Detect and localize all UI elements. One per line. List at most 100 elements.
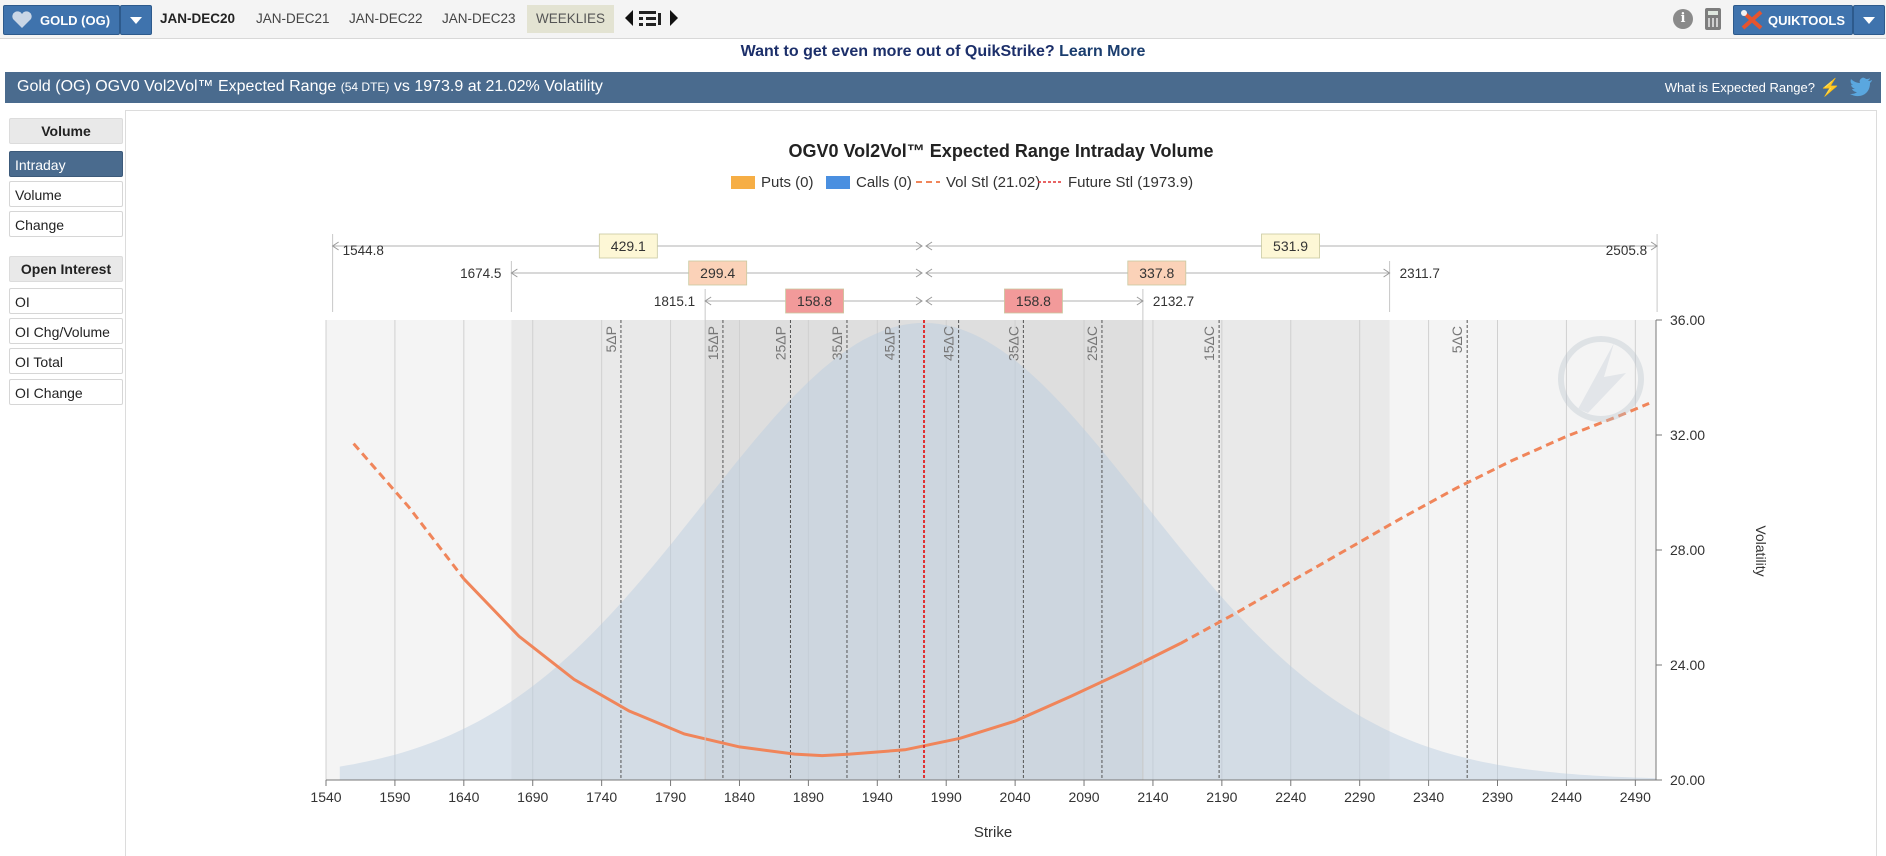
section-header: Gold (OG) OGV0 Vol2Vol™ Expected Range (…: [5, 72, 1881, 103]
grid-lines: [325, 320, 1636, 780]
x-tick-label: 1540: [310, 789, 341, 805]
chart-axes: 1540 1590 1640 1690 1740 1790 1840 1890 1940 1990…: [310, 312, 1705, 805]
product-selector-button[interactable]: GOLD (OG): [3, 5, 120, 35]
band-high-label: 2132.7: [1153, 294, 1194, 309]
bracket-arrow: [704, 296, 712, 306]
promo-text: Want to get even more out of QuikStrike?: [740, 43, 1055, 60]
twitter-icon[interactable]: [1849, 76, 1873, 103]
span-label: 299.4: [700, 265, 735, 281]
title-tail: vs 1973.9 at 21.02% Volatility: [393, 78, 603, 95]
bracket-arrow: [1383, 268, 1391, 278]
arrow-left-icon[interactable]: [624, 9, 634, 32]
chart-legend: Puts (0) Calls (0) Vol Stl (21.02) Future S…: [731, 174, 1193, 191]
span-label-box: [688, 260, 748, 286]
what-is-expected-range-link[interactable]: What is Expected Range?: [1664, 80, 1815, 95]
heart-icon[interactable]: [11, 11, 33, 32]
info-icon[interactable]: i: [1673, 9, 1693, 29]
sidebar-item-oi-total[interactable]: OI Total: [9, 348, 123, 374]
tab-jan-dec23[interactable]: JAN-DEC23: [442, 11, 516, 26]
contract-list-icon[interactable]: [638, 9, 664, 34]
quiktools-button[interactable]: QUIKTOOLS: [1733, 5, 1853, 35]
x-tick-label: 2040: [1000, 789, 1031, 805]
expected-range-chart: OGV0 Vol2Vol™ Expected Range Intraday Vo…: [310, 141, 1769, 841]
delta-label: 25ΔC: [1084, 326, 1100, 361]
vol-curve-solid: [462, 577, 1182, 758]
tab-jan-dec20[interactable]: JAN-DEC20: [160, 11, 236, 26]
sidebar-item-volume[interactable]: Volume: [9, 181, 123, 207]
sidebar-item-intraday[interactable]: Intraday: [9, 151, 123, 177]
legend-label: Calls (0): [856, 174, 912, 191]
delta-label: 5ΔP: [603, 326, 619, 352]
x-tick-label: 2340: [1413, 789, 1444, 805]
x-tick-label: 2140: [1137, 789, 1168, 805]
band-low-label: 1815.1: [654, 294, 695, 309]
tab-jan-dec22[interactable]: JAN-DEC22: [349, 11, 423, 26]
x-tick-label: 2390: [1482, 789, 1513, 805]
y-tick-label: 36.00: [1670, 312, 1705, 328]
delta-label: 45ΔP: [881, 326, 897, 360]
bracket-arrow: [510, 268, 518, 278]
span-label: 429.1: [611, 238, 646, 254]
bracket-arrow: [925, 268, 933, 278]
delta-label: 25ΔP: [772, 326, 788, 360]
chevron-down-icon: [130, 17, 142, 24]
vol-curve-dashed: [352, 442, 465, 580]
title-main: Gold (OG) OGV0 Vol2Vol™ Expected Range: [17, 78, 337, 95]
delta-label: 15ΔP: [705, 326, 721, 360]
y-tick-label: 24.00: [1670, 657, 1705, 673]
span-label-box: [785, 288, 844, 314]
product-dropdown-button[interactable]: [120, 5, 152, 35]
y-tick-label: 20.00: [1670, 772, 1705, 788]
quiktools-dropdown-button[interactable]: [1853, 5, 1885, 35]
tools-icon: [1740, 10, 1764, 33]
x-tick-label: 2490: [1620, 789, 1651, 805]
sidebar-header-volume: Volume: [9, 118, 123, 144]
x-tick-label: 1790: [655, 789, 686, 805]
legend-label: Future Stl (1973.9): [1068, 174, 1193, 191]
x-tick-label: 2090: [1068, 789, 1099, 805]
arrow-right-icon[interactable]: [669, 9, 679, 32]
x-tick-label: 1640: [448, 789, 479, 805]
tab-weeklies[interactable]: WEEKLIES: [527, 5, 615, 33]
x-axis-label: Strike: [974, 824, 1012, 841]
span-label: 337.8: [1139, 265, 1174, 281]
sidebar-item-change[interactable]: Change: [9, 211, 123, 237]
learn-more-link[interactable]: Learn More: [1059, 43, 1146, 60]
chevron-down-icon: [1863, 17, 1875, 24]
lightning-icon[interactable]: ⚡: [1819, 78, 1841, 97]
distribution-area: [339, 322, 1656, 780]
title-dte: (54 DTE): [340, 80, 390, 94]
delta-label: 15ΔC: [1201, 326, 1217, 361]
legend-swatch: [826, 176, 850, 189]
x-tick-label: 1840: [724, 789, 755, 805]
x-tick-label: 1940: [862, 789, 893, 805]
chart-title: OGV0 Vol2Vol™ Expected Range Intraday Vo…: [788, 141, 1213, 161]
sidebar-item-oi[interactable]: OI: [9, 288, 123, 314]
legend-swatch: [731, 176, 755, 189]
band-high-label: 2311.7: [1400, 266, 1440, 281]
calculator-icon[interactable]: [1705, 8, 1721, 30]
bracket-arrow: [915, 268, 923, 278]
delta-lines: 5ΔP 15ΔP 25ΔP 35ΔP 45ΔP 45ΔC 35ΔC 25ΔC 15ΔC 5ΔC: [603, 320, 1468, 780]
sidebar-item-oi-chg-volume[interactable]: OI Chg/Volume: [9, 318, 123, 344]
legend-label: Puts (0): [761, 174, 814, 191]
vol-curve-dashed: [1179, 402, 1650, 645]
x-tick-label: 1590: [379, 789, 410, 805]
tab-jan-dec21[interactable]: JAN-DEC21: [256, 11, 330, 26]
x-tick-label: 1990: [931, 789, 962, 805]
band-shading: [326, 320, 1656, 780]
bracket-arrow: [915, 296, 923, 306]
bracket-arrow: [925, 241, 933, 251]
y-tick-label: 28.00: [1670, 542, 1705, 558]
vol-curve: [352, 402, 1650, 758]
range-brackets: 429.1 531.9 1544.8 2505.8 299.4 337.8 1674.5 23…: [331, 233, 1659, 780]
promo-banner: Want to get even more out of QuikStrike?…: [0, 38, 1886, 66]
top-toolbar: GOLD (OG) JAN-DEC20 JAN-DEC21 JAN-DEC22 …: [0, 0, 1886, 39]
bracket-arrow: [925, 296, 933, 306]
sidebar-item-oi-change[interactable]: OI Change: [9, 379, 123, 405]
legend-label: Vol Stl (21.02): [946, 174, 1040, 191]
probability-distribution: [339, 322, 1656, 780]
chart-panel: OGV0 Vol2Vol™ Expected Range Intraday Vo…: [125, 110, 1877, 856]
delta-label: 5ΔC: [1449, 326, 1465, 353]
band-high-label: 2505.8: [1606, 243, 1647, 258]
